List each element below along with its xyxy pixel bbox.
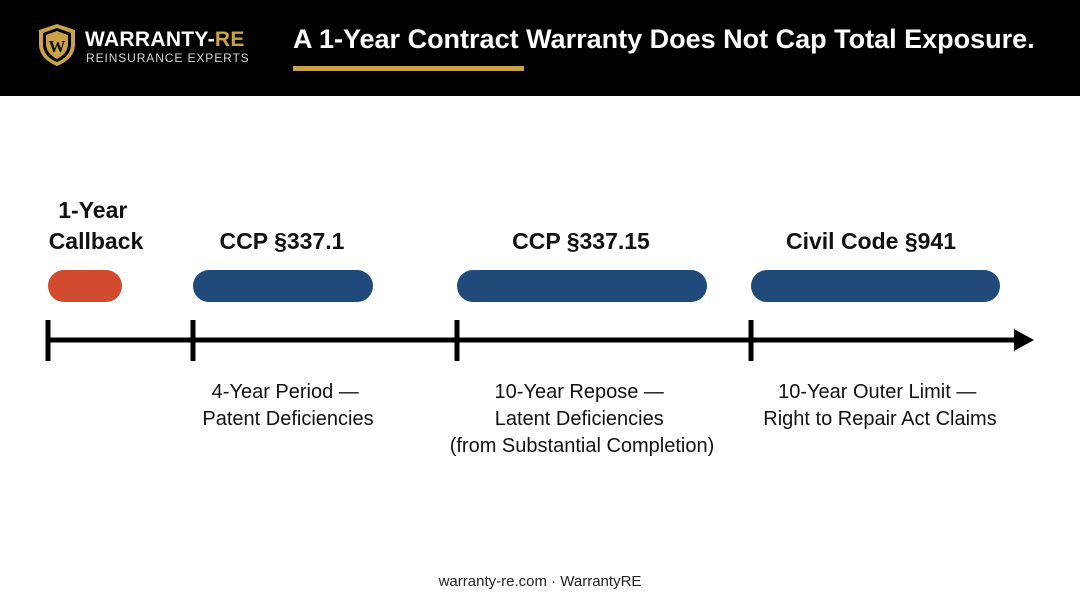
timeline-diagram: 1-Year Callback CCP §337.1 CCP §337.15 C… [45,197,1034,457]
timeline-axis [45,320,1034,361]
shield-logo-icon: W [39,24,75,66]
brand-name-main: WARRANTY- [85,28,215,51]
ccp-337-15-desc-line-1: 10-Year Repose — [495,381,664,403]
civil-code-941-desc-line-2: Right to Repair Act Claims [763,408,996,430]
ccp-337-1-bar [193,270,373,302]
ccp-337-1-desc-line-2: Patent Deficiencies [202,408,373,430]
header-bar: W WARRANTY-RE REINSURANCE EXPERTS A 1-Ye… [0,0,1080,96]
page-title: A 1-Year Contract Warranty Does Not Cap … [293,24,1035,54]
civil-code-941-label: Civil Code §941 [786,228,956,254]
civil-code-941-bar [751,270,1000,302]
period-ccp-337-1: CCP §337.1 [193,228,373,302]
brand-name-accent: RE [214,28,245,51]
civil-code-941-label-line-1: Civil Code §941 [786,228,956,254]
ccp-337-15-description: 10-Year Repose — Latent Deficiencies (fr… [450,381,715,457]
callback-label: 1-Year Callback [49,197,144,254]
callback-bar [48,270,122,302]
ccp-337-15-desc-line-3: (from Substantial Completion) [450,435,715,457]
footer-text: warranty-re.com · WarrantyRE [438,573,642,590]
ccp-337-1-description: 4-Year Period — Patent Deficiencies [202,381,373,430]
period-ccp-337-15: CCP §337.15 [457,228,707,302]
civil-code-941-desc-line-1: 10-Year Outer Limit — [778,381,976,403]
ccp-337-1-label-line-1: CCP §337.1 [220,228,345,254]
ccp-337-15-label: CCP §337.15 [512,228,650,254]
callback-label-line-1: 1-Year [58,197,127,223]
brand-tagline: REINSURANCE EXPERTS [86,51,250,65]
callback-label-line-2: Callback [49,228,144,254]
ccp-337-15-label-line-1: CCP §337.15 [512,228,650,254]
ccp-337-15-bar [457,270,707,302]
ccp-337-15-desc-line-2: Latent Deficiencies [495,408,664,430]
ccp-337-1-desc-line-1: 4-Year Period — [212,381,359,403]
period-civil-code-941: Civil Code §941 [751,228,1000,302]
logo-letter: W [49,37,66,56]
axis-arrowhead [1014,329,1034,351]
ccp-337-1-label: CCP §337.1 [220,228,345,254]
brand-name: WARRANTY-RE [85,29,245,51]
period-callback: 1-Year Callback [48,197,144,302]
title-underline [293,66,524,71]
civil-code-941-description: 10-Year Outer Limit — Right to Repair Ac… [763,381,996,430]
